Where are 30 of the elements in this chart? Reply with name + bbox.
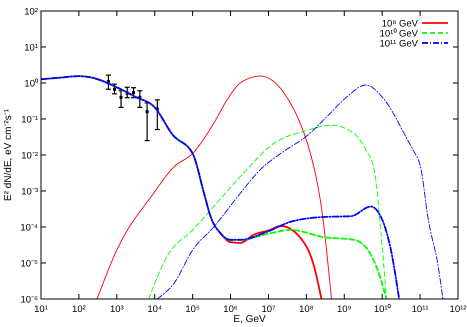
legend-label: 10⁸ GeV [382,18,419,30]
x-tick-label: 10⁹ [336,304,352,315]
y-tick-label: 10⁻⁴ [20,222,38,234]
x-tick-label: 10¹² [450,304,466,315]
x-tick-label: 10⁶ [223,304,238,315]
x-axis-title: E, GeV [233,314,266,325]
legend-label: 10¹⁰ GeV [380,28,419,40]
x-tick-label: 10⁵ [185,304,200,315]
y-tick-label: 10⁻² [21,150,38,162]
x-tick-label: 10³ [110,304,124,315]
y-tick-label: 10⁻⁵ [20,258,38,270]
y-tick-label: 10¹ [24,42,38,54]
y-tick-label: 10² [24,6,38,18]
x-tick-label: 10⁷ [261,304,276,315]
y-tick-label: 10⁻⁶ [20,294,38,306]
y-tick-label: 10⁰ [24,78,39,90]
point [132,91,136,94]
x-tick-label: 10⁸ [299,304,314,315]
x-tick-label: 10⁴ [147,304,162,315]
y-tick-label: 10⁻³ [21,186,38,198]
legend-label: 10¹¹ GeV [379,38,419,50]
point [120,96,123,99]
point [146,110,149,114]
x-tick-label: 10² [72,304,86,315]
point [113,88,116,91]
x-tick-label: 10¹⁰ [374,303,392,315]
y-tick-label: 10⁻¹ [21,114,38,126]
y-axis-title: E² dN/dE, eV cm⁻²s⁻¹ [3,108,14,202]
x-tick-label: 10¹ [34,304,48,315]
x-tick-label: 10¹¹ [412,304,429,315]
